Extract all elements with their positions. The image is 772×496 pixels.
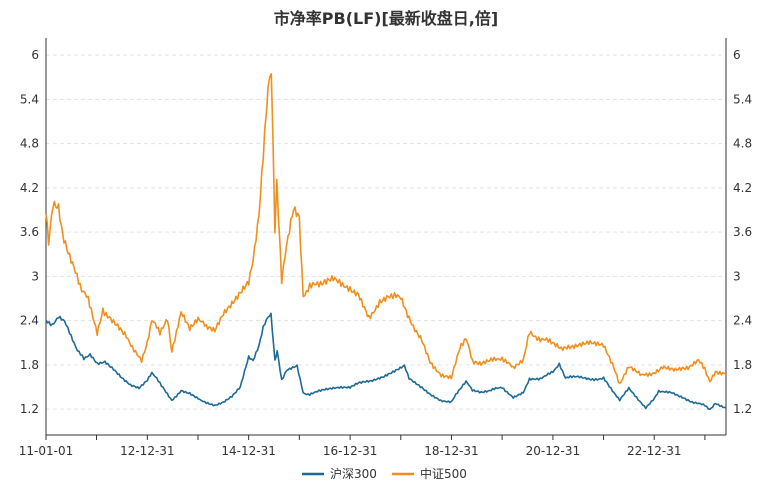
y-tick-label-left: 5.4 — [20, 92, 39, 106]
x-tick-label: 12-12-31 — [120, 444, 174, 458]
legend-item-1[interactable]: 中证500 — [392, 466, 467, 481]
legend-label: 沪深300 — [330, 467, 377, 481]
x-tick-label: 14-12-31 — [221, 444, 275, 458]
y-tick-label-left: 2.4 — [20, 314, 39, 328]
legend[interactable]: 沪深300 中证500 — [302, 466, 467, 481]
y-tick-label-left: 3.6 — [20, 225, 39, 239]
y-tick-label-right: 1.8 — [733, 358, 752, 372]
y-tick-label-right: 2.4 — [733, 314, 752, 328]
y-tick-label-left: 6 — [31, 48, 39, 62]
y-tick-label-left: 1.8 — [20, 358, 39, 372]
series-line-1 — [45, 73, 727, 385]
series-line-0 — [45, 312, 727, 411]
y-tick-label-left: 4.8 — [20, 137, 39, 151]
grid-lines — [46, 54, 726, 410]
y-tick-label-right: 4.2 — [733, 181, 752, 195]
axes: 1.2 1.2 1.8 1.8 2.4 2.4 3 3 3.6 3.6 4.2 4.2 4.8 4.8 5.… — [19, 38, 752, 458]
chart-title: 市净率PB(LF)[最新收盘日,倍] — [274, 9, 498, 28]
legend-item-0[interactable]: 沪深300 — [302, 467, 377, 481]
y-tick-label-left: 3 — [31, 269, 39, 283]
series-lines — [45, 73, 727, 411]
x-tick-label: 11-01-01 — [19, 444, 73, 458]
x-tick-label: 22-12-31 — [627, 444, 681, 458]
y-tick-label-right: 4.8 — [733, 137, 752, 151]
y-tick-label-right: 3.6 — [733, 225, 752, 239]
y-tick-label-right: 3 — [733, 269, 741, 283]
x-tick-label: 20-12-31 — [526, 444, 580, 458]
legend-label: 中证500 — [420, 466, 467, 481]
y-tick-label-left: 1.2 — [20, 402, 39, 416]
x-tick-label: 18-12-31 — [424, 444, 478, 458]
y-tick-label-right: 1.2 — [733, 402, 752, 416]
y-tick-label-right: 6 — [733, 48, 741, 62]
y-tick-label-right: 5.4 — [733, 92, 752, 106]
y-tick-label-left: 4.2 — [20, 181, 39, 195]
x-tick-label: 16-12-31 — [323, 444, 377, 458]
